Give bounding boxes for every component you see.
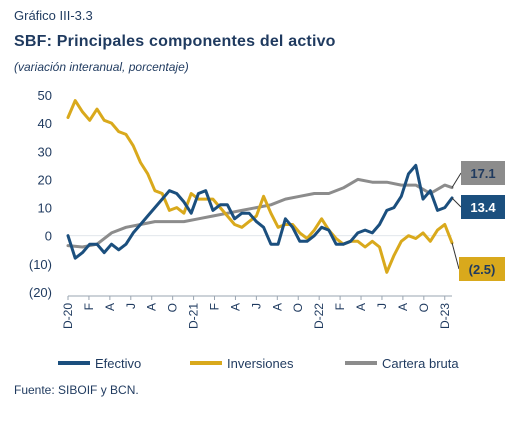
y-tick-label: (20) xyxy=(29,285,52,300)
x-tick-label: J xyxy=(375,303,389,309)
x-tick-label: J xyxy=(124,303,138,309)
x-tick-label: D-23 xyxy=(438,303,452,329)
chart-subtitle: (variación interanual, porcentaje) xyxy=(14,60,189,74)
chart-title: SBF: Principales componentes del activo xyxy=(14,33,336,50)
x-tick-label: F xyxy=(208,303,222,310)
x-tick-label: D-22 xyxy=(312,303,326,329)
y-tick-label: 30 xyxy=(38,144,52,159)
y-tick-label: 50 xyxy=(38,88,52,103)
end-label: (2.5) xyxy=(469,262,496,277)
x-tick-label: O xyxy=(417,303,431,312)
y-tick-label: 10 xyxy=(38,201,52,216)
figure-label: Gráfico III-3.3 xyxy=(14,8,93,23)
x-tick-label: J xyxy=(249,303,263,309)
y-tick-label: (10) xyxy=(29,257,52,272)
end-label-connector xyxy=(451,197,462,208)
series-line-cartera-bruta xyxy=(66,177,454,249)
x-tick-label: D-20 xyxy=(61,303,75,329)
end-label: 13.4 xyxy=(470,200,496,215)
end-label-connector xyxy=(451,242,460,270)
y-tick-label: 0 xyxy=(45,229,52,244)
legend-label: Inversiones xyxy=(227,356,294,371)
x-tick-label: A xyxy=(103,303,117,311)
end-label-box xyxy=(461,161,505,185)
source-note: Fuente: SIBOIF y BCN. xyxy=(14,383,139,397)
x-tick-label: A xyxy=(228,303,242,311)
end-label-box xyxy=(461,195,505,219)
legend-label: Cartera bruta xyxy=(382,356,459,371)
end-label-box xyxy=(459,257,505,281)
y-tick-label: 20 xyxy=(38,172,52,187)
x-tick-label: A xyxy=(145,303,159,311)
end-label-connector xyxy=(451,172,462,188)
x-tick-label: O xyxy=(166,303,180,312)
series-line-efectivo xyxy=(66,163,454,260)
x-tick-label: A xyxy=(354,303,368,311)
x-tick-label: F xyxy=(82,303,96,310)
x-tick-label: D-21 xyxy=(187,303,201,329)
y-tick-label: 40 xyxy=(38,116,52,131)
legend-label: Efectivo xyxy=(95,356,141,371)
series-line-inversiones xyxy=(66,99,454,274)
x-tick-label: F xyxy=(333,303,347,310)
x-tick-label: A xyxy=(396,303,410,311)
end-label: 17.1 xyxy=(470,166,495,181)
x-tick-label: A xyxy=(270,303,284,311)
x-tick-label: O xyxy=(291,303,305,312)
